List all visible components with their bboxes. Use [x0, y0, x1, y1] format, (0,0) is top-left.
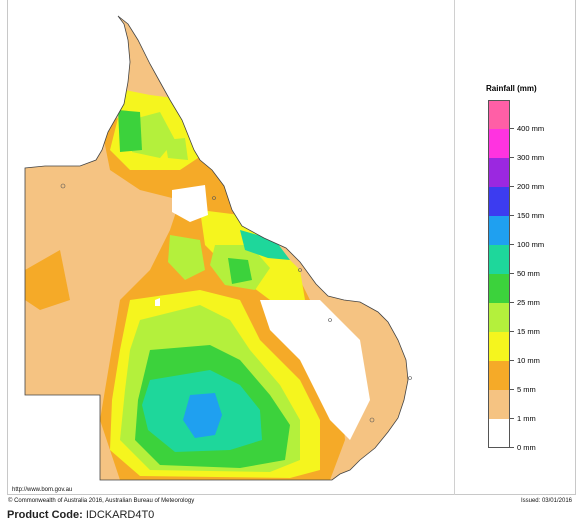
- legend-item: 50 mm: [470, 245, 570, 278]
- legend-label: 150 mm: [517, 211, 545, 220]
- legend-tick: [510, 244, 514, 245]
- legend-label: 5 mm: [517, 385, 536, 394]
- legend-rows: 400 mm 300 mm 200 mm 150 mm 100 mm 50 mm 25 mm…: [470, 100, 570, 452]
- legend-label: 25 mm: [517, 298, 540, 307]
- legend: Rainfall (mm) 400 mm 300 mm 200 mm 150 mm 10…: [470, 84, 570, 452]
- state-border: [24, 15, 409, 481]
- legend-tick: [510, 128, 514, 129]
- legend-label: 200 mm: [517, 182, 545, 191]
- legend-label: 400 mm: [517, 124, 545, 133]
- legend-tick: [510, 157, 514, 158]
- legend-divider: [454, 0, 455, 495]
- legend-label: 10 mm: [517, 356, 540, 365]
- legend-swatch: [488, 361, 510, 390]
- legend-swatch: [488, 274, 510, 303]
- legend-swatch: [488, 245, 510, 274]
- copyright-notice: © Commonwealth of Australia 2016, Austra…: [8, 498, 195, 504]
- legend-tick: [510, 418, 514, 419]
- legend-swatch: [488, 129, 510, 158]
- island: [212, 196, 216, 200]
- legend-swatch: [488, 419, 510, 448]
- product-code: Product Code: IDCKARD4T0: [7, 509, 154, 521]
- legend-item: 150 mm: [470, 187, 570, 220]
- legend-item: 400 mm: [470, 100, 570, 133]
- legend-swatch: [488, 100, 510, 129]
- legend-tick: [510, 389, 514, 390]
- legend-swatch: [488, 158, 510, 187]
- legend-item: 300 mm: [470, 129, 570, 162]
- legend-label: 15 mm: [517, 327, 540, 336]
- island: [369, 417, 375, 423]
- legend-swatch: [488, 390, 510, 419]
- legend-swatch: [488, 303, 510, 332]
- source-url[interactable]: http://www.bom.gov.au: [12, 487, 73, 493]
- legend-item: 1 mm: [470, 390, 570, 423]
- legend-item: 5 mm: [470, 361, 570, 394]
- legend-item: 25 mm: [470, 274, 570, 307]
- legend-tick: [510, 186, 514, 187]
- rainfall-fill: [25, 16, 408, 480]
- legend-item: 10 mm: [470, 332, 570, 365]
- legend-swatch: [488, 216, 510, 245]
- product-code-label: Product Code:: [7, 509, 83, 521]
- legend-item: 15 mm: [470, 303, 570, 336]
- legend-item: 0 mm: [470, 419, 570, 452]
- legend-tick: [510, 273, 514, 274]
- island: [60, 183, 66, 189]
- legend-tick: [510, 302, 514, 303]
- legend-item: 200 mm: [470, 158, 570, 191]
- legend-tick: [510, 360, 514, 361]
- issued-date: Issued: 03/01/2016: [520, 498, 572, 504]
- legend-tick: [510, 447, 514, 448]
- island: [328, 318, 332, 322]
- legend-label: 100 mm: [517, 240, 545, 249]
- legend-title: Rainfall (mm): [486, 84, 537, 93]
- legend-label: 300 mm: [517, 153, 545, 162]
- legend-swatch: [488, 332, 510, 361]
- island: [408, 376, 412, 380]
- legend-item: 100 mm: [470, 216, 570, 249]
- legend-label: 0 mm: [517, 443, 536, 452]
- product-code-value: IDCKARD4T0: [85, 509, 155, 521]
- legend-label: 1 mm: [517, 414, 536, 423]
- legend-label: 50 mm: [517, 269, 540, 278]
- island: [298, 268, 302, 272]
- legend-swatch: [488, 187, 510, 216]
- legend-tick: [510, 215, 514, 216]
- legend-tick: [510, 331, 514, 332]
